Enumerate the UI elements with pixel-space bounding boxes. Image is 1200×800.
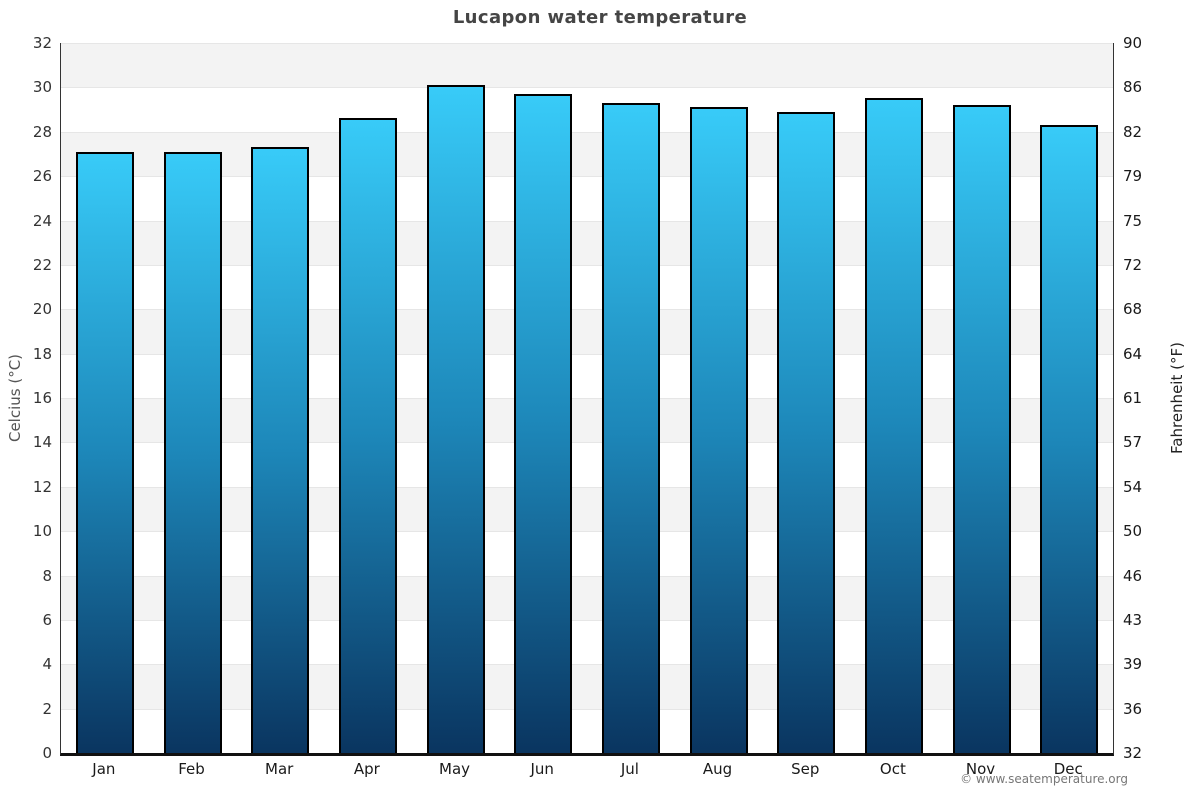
plot-area bbox=[60, 43, 1114, 756]
bar-jun[interactable] bbox=[514, 94, 573, 753]
bar-slot-dec bbox=[1025, 43, 1113, 753]
y-tick-label-celsius: 18 bbox=[32, 344, 52, 363]
plot-band bbox=[61, 398, 1113, 443]
x-tick-label-may: May bbox=[439, 760, 471, 778]
x-axis-labels: Jan Feb Mar Apr May Jun Jul Aug Sep Oct Nov Dec bbox=[60, 760, 1112, 778]
y-tick-label-celsius: 22 bbox=[32, 255, 52, 274]
plot-band bbox=[61, 353, 1113, 398]
bar-slot-jun bbox=[499, 43, 587, 753]
y-tick-label-fahrenheit: 36 bbox=[1123, 699, 1143, 718]
y-tick-label-fahrenheit: 86 bbox=[1123, 78, 1143, 97]
y-tick-label-celsius: 32 bbox=[32, 34, 52, 52]
plot-band bbox=[61, 43, 1113, 88]
y-tick-label-celsius: 26 bbox=[32, 167, 52, 186]
x-tick-label-oct: Oct bbox=[879, 760, 906, 778]
x-tick-label-feb: Feb bbox=[178, 760, 205, 778]
bar-apr[interactable] bbox=[338, 118, 397, 753]
bar-jul[interactable] bbox=[601, 102, 660, 753]
bar-dec[interactable] bbox=[1040, 125, 1099, 753]
bar-slot-oct bbox=[850, 43, 938, 753]
y-tick-label-celsius: 0 bbox=[42, 744, 52, 762]
bar-jan[interactable] bbox=[75, 151, 134, 753]
bar-slot-nov bbox=[938, 43, 1026, 753]
bar-sep[interactable] bbox=[777, 111, 836, 753]
x-tick-label-jan: Jan bbox=[92, 760, 116, 778]
plot-band bbox=[61, 87, 1113, 132]
y-axis-left-ticks: 32 30 28 26 24 22 20 18 16 14 12 10 8 6 4 2 0 bbox=[0, 34, 52, 762]
y-tick-label-fahrenheit: 46 bbox=[1123, 566, 1143, 585]
bar-nov[interactable] bbox=[952, 105, 1011, 753]
y-tick-label-fahrenheit: 82 bbox=[1123, 122, 1143, 141]
x-tick-label-jul: Jul bbox=[620, 760, 639, 778]
y-tick-label-celsius: 4 bbox=[42, 655, 52, 674]
plot-band bbox=[61, 220, 1113, 265]
y-tick-label-fahrenheit: 61 bbox=[1123, 389, 1143, 407]
x-tick-label-mar: Mar bbox=[265, 760, 294, 778]
y-tick-label-celsius: 6 bbox=[42, 610, 52, 629]
x-tick-label-apr: Apr bbox=[353, 760, 380, 778]
plot-band bbox=[61, 708, 1113, 753]
plot-band bbox=[61, 176, 1113, 221]
y-tick-label-celsius: 16 bbox=[32, 389, 52, 407]
y-tick-label-celsius: 10 bbox=[32, 522, 52, 541]
y-tick-label-fahrenheit: 54 bbox=[1123, 477, 1143, 496]
plot-band bbox=[61, 131, 1113, 177]
x-tick-label-sep: Sep bbox=[791, 760, 820, 778]
bar-slot-aug bbox=[675, 43, 763, 753]
x-tick-label-dec: Dec bbox=[1053, 760, 1083, 778]
y-tick-label-fahrenheit: 43 bbox=[1123, 610, 1143, 629]
y-tick-label-celsius: 28 bbox=[32, 122, 52, 141]
bar-slot-sep bbox=[762, 43, 850, 753]
y-tick-label-fahrenheit: 50 bbox=[1123, 522, 1143, 541]
plot-band bbox=[61, 264, 1113, 310]
y-tick-label-fahrenheit: 32 bbox=[1123, 744, 1143, 762]
plot-band bbox=[61, 531, 1113, 576]
y-tick-label-fahrenheit: 68 bbox=[1123, 300, 1143, 319]
bars-container bbox=[61, 43, 1113, 753]
x-tick-label-aug: Aug bbox=[702, 760, 733, 778]
bar-may[interactable] bbox=[426, 85, 485, 753]
y-tick-label-celsius: 24 bbox=[32, 211, 52, 230]
y-axis-right-ticks: 90 86 82 79 75 72 68 64 61 57 54 50 46 43 39 36 32 bbox=[1123, 34, 1193, 762]
y-tick-label-celsius: 8 bbox=[42, 566, 52, 585]
watermark: © www.seatemperature.org bbox=[960, 772, 1128, 786]
bar-slot-apr bbox=[324, 43, 412, 753]
x-tick-label-jun: Jun bbox=[530, 760, 554, 778]
bar-slot-jul bbox=[587, 43, 675, 753]
bar-aug[interactable] bbox=[689, 107, 748, 753]
y-tick-label-celsius: 20 bbox=[32, 300, 52, 319]
bar-feb[interactable] bbox=[163, 151, 222, 753]
bar-slot-may bbox=[412, 43, 500, 753]
plot-band bbox=[61, 575, 1113, 620]
y-tick-label-fahrenheit: 79 bbox=[1123, 167, 1143, 186]
y-tick-label-celsius: 12 bbox=[32, 477, 52, 496]
bar-slot-jan bbox=[61, 43, 149, 753]
plot-band bbox=[61, 309, 1113, 354]
bar-mar[interactable] bbox=[251, 147, 310, 753]
chart-title: Lucapon water temperature bbox=[452, 7, 748, 28]
y-tick-label-celsius: 14 bbox=[32, 433, 52, 452]
y-tick-label-fahrenheit: 64 bbox=[1123, 344, 1143, 363]
y-tick-label-celsius: 2 bbox=[42, 699, 52, 718]
plot-band bbox=[61, 664, 1113, 709]
bar-slot-feb bbox=[149, 43, 237, 753]
y-tick-label-fahrenheit: 72 bbox=[1123, 255, 1143, 274]
plot-band bbox=[61, 619, 1113, 665]
x-tick-label-nov: Nov bbox=[965, 760, 996, 778]
plot-band bbox=[61, 486, 1113, 532]
plot-band bbox=[61, 442, 1113, 487]
y-tick-label-fahrenheit: 39 bbox=[1123, 655, 1143, 674]
bar-oct[interactable] bbox=[864, 98, 923, 753]
y-tick-label-fahrenheit: 75 bbox=[1123, 211, 1143, 230]
y-tick-label-fahrenheit: 57 bbox=[1123, 433, 1143, 452]
y-tick-label-fahrenheit: 90 bbox=[1123, 34, 1143, 52]
y-tick-label-celsius: 30 bbox=[32, 78, 52, 97]
bar-slot-mar bbox=[236, 43, 324, 753]
